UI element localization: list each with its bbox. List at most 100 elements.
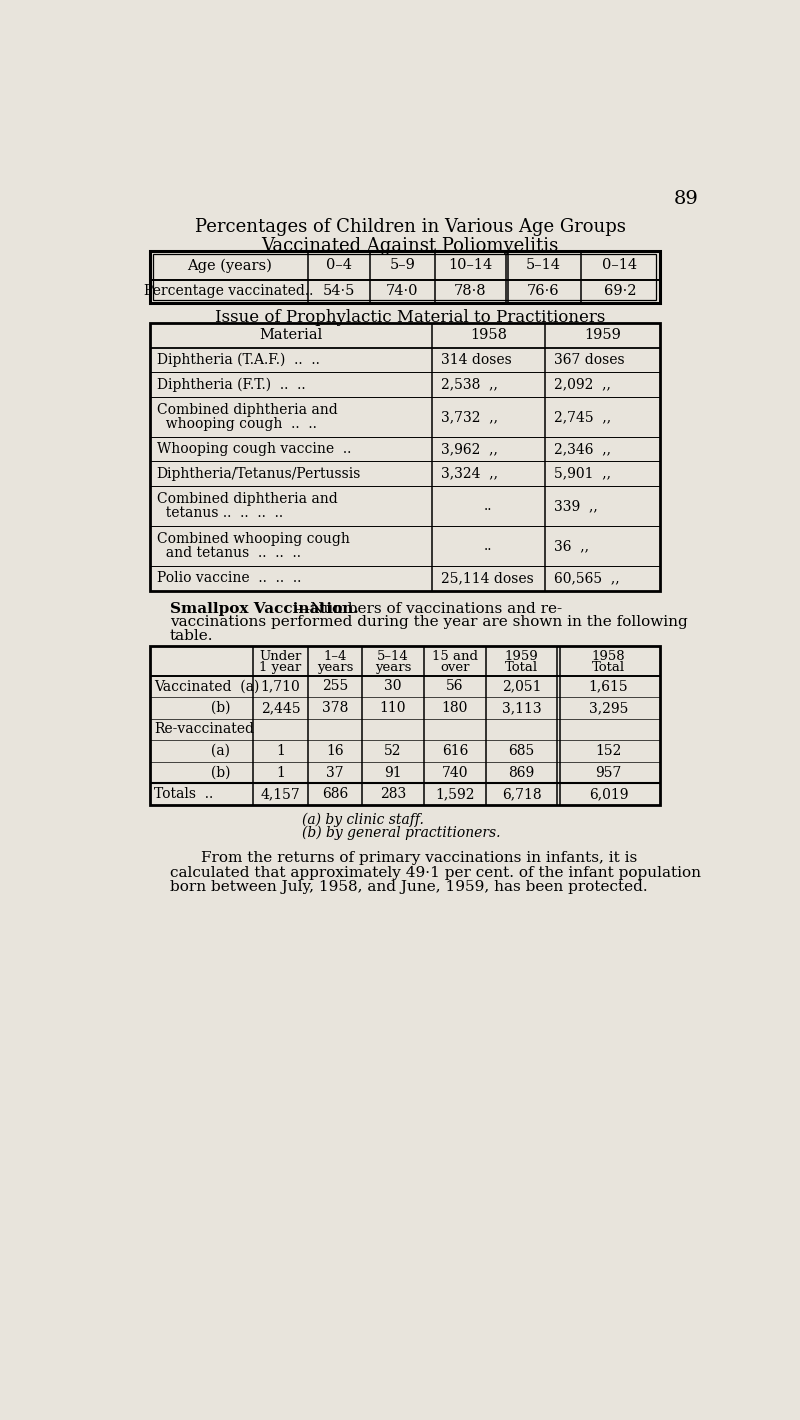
Text: 56: 56 xyxy=(446,679,464,693)
Bar xyxy=(150,251,659,302)
Text: Diphtheria/Tetanus/Pertussis: Diphtheria/Tetanus/Pertussis xyxy=(157,467,361,481)
Text: 91: 91 xyxy=(384,765,402,780)
Text: 76·6: 76·6 xyxy=(527,284,560,298)
Text: 1958: 1958 xyxy=(470,328,506,342)
Text: 378: 378 xyxy=(322,701,348,714)
Text: (b): (b) xyxy=(154,765,230,780)
Text: Percentages of Children in Various Age Groups: Percentages of Children in Various Age G… xyxy=(194,219,626,236)
Text: 3,324  ,,: 3,324 ,, xyxy=(441,467,498,481)
Text: 616: 616 xyxy=(442,744,468,758)
Text: 89: 89 xyxy=(674,190,698,207)
Text: 1959: 1959 xyxy=(505,650,538,663)
Text: 5–9: 5–9 xyxy=(390,258,415,273)
Text: calculated that approximately 49·1 per cent. of the infant population: calculated that approximately 49·1 per c… xyxy=(170,866,701,880)
Text: ..: .. xyxy=(484,498,493,513)
Text: Vaccinated  (a): Vaccinated (a) xyxy=(154,679,260,693)
Text: and tetanus  ..  ..  ..: and tetanus .. .. .. xyxy=(157,547,301,559)
Text: 78·8: 78·8 xyxy=(454,284,486,298)
Text: table.: table. xyxy=(170,629,214,643)
Text: Total: Total xyxy=(505,660,538,673)
Text: 957: 957 xyxy=(595,765,622,780)
Text: Diphtheria (T.A.F.)  ..  ..: Diphtheria (T.A.F.) .. .. xyxy=(157,352,319,366)
Text: tetanus ..  ..  ..  ..: tetanus .. .. .. .. xyxy=(157,506,282,520)
Text: Issue of Prophylactic Material to Practitioners: Issue of Prophylactic Material to Practi… xyxy=(215,310,605,327)
Text: 54·5: 54·5 xyxy=(322,284,355,298)
Text: 1,710: 1,710 xyxy=(261,679,301,693)
Text: (b) by general practitioners.: (b) by general practitioners. xyxy=(302,825,500,841)
Text: 367 doses: 367 doses xyxy=(554,352,625,366)
Text: 3,295: 3,295 xyxy=(589,701,628,714)
Text: Combined whooping cough: Combined whooping cough xyxy=(157,532,350,547)
Text: 52: 52 xyxy=(384,744,402,758)
Text: 4,157: 4,157 xyxy=(261,787,301,801)
Text: 6,718: 6,718 xyxy=(502,787,542,801)
Text: 5,901  ,,: 5,901 ,, xyxy=(554,467,611,481)
Text: Polio vaccine  ..  ..  ..: Polio vaccine .. .. .. xyxy=(157,571,301,585)
Text: 36  ,,: 36 ,, xyxy=(554,540,589,554)
Text: 1 year: 1 year xyxy=(259,660,302,673)
Text: 30: 30 xyxy=(384,679,402,693)
Text: 339  ,,: 339 ,, xyxy=(554,498,598,513)
Text: 1,592: 1,592 xyxy=(435,787,474,801)
Text: whooping cough  ..  ..: whooping cough .. .. xyxy=(157,416,317,430)
Text: —Numbers of vaccinations and re-: —Numbers of vaccinations and re- xyxy=(295,602,562,616)
Text: 5–14: 5–14 xyxy=(526,258,561,273)
Text: 0–14: 0–14 xyxy=(602,258,638,273)
Text: 0–4: 0–4 xyxy=(326,258,352,273)
Text: Totals  ..: Totals .. xyxy=(154,787,214,801)
Text: Re-vaccinated: Re-vaccinated xyxy=(154,723,254,737)
Text: 869: 869 xyxy=(509,765,534,780)
Text: ..: .. xyxy=(484,540,493,554)
Text: From the returns of primary vaccinations in infants, it is: From the returns of primary vaccinations… xyxy=(201,851,637,865)
Text: 686: 686 xyxy=(322,787,348,801)
Text: Diphtheria (F.T.)  ..  ..: Diphtheria (F.T.) .. .. xyxy=(157,378,306,392)
Text: Combined diphtheria and: Combined diphtheria and xyxy=(157,493,338,506)
Text: Percentage vaccinated..: Percentage vaccinated.. xyxy=(144,284,314,298)
Text: 74·0: 74·0 xyxy=(386,284,418,298)
Text: 2,346  ,,: 2,346 ,, xyxy=(554,442,611,456)
Text: (a) by clinic staff.: (a) by clinic staff. xyxy=(302,812,423,826)
Text: 1–4: 1–4 xyxy=(323,650,346,663)
Text: 37: 37 xyxy=(326,765,344,780)
Text: Smallpox Vaccination.: Smallpox Vaccination. xyxy=(170,602,358,616)
Text: 1: 1 xyxy=(276,765,285,780)
Text: Vaccinated Against Poliomyelitis: Vaccinated Against Poliomyelitis xyxy=(262,237,558,254)
Text: 5–14: 5–14 xyxy=(377,650,409,663)
Text: 16: 16 xyxy=(326,744,344,758)
Bar xyxy=(150,646,659,805)
Text: (b): (b) xyxy=(154,701,230,714)
Text: 110: 110 xyxy=(380,701,406,714)
Text: 2,745  ,,: 2,745 ,, xyxy=(554,410,611,423)
Text: 255: 255 xyxy=(322,679,348,693)
Text: 2,092  ,,: 2,092 ,, xyxy=(554,378,611,392)
Text: 740: 740 xyxy=(442,765,468,780)
Text: 1,615: 1,615 xyxy=(589,679,628,693)
Text: 3,732  ,,: 3,732 ,, xyxy=(441,410,498,423)
Text: 685: 685 xyxy=(509,744,534,758)
Text: 60,565  ,,: 60,565 ,, xyxy=(554,571,620,585)
Text: 6,019: 6,019 xyxy=(589,787,628,801)
Text: 152: 152 xyxy=(595,744,622,758)
Text: Under: Under xyxy=(259,650,302,663)
Text: 314 doses: 314 doses xyxy=(441,352,512,366)
Text: 25,114 doses: 25,114 doses xyxy=(441,571,534,585)
Text: 1959: 1959 xyxy=(584,328,621,342)
Text: 69·2: 69·2 xyxy=(604,284,636,298)
Bar xyxy=(154,254,657,300)
Text: 180: 180 xyxy=(442,701,468,714)
Text: 3,962  ,,: 3,962 ,, xyxy=(441,442,498,456)
Text: years: years xyxy=(374,660,411,673)
Bar xyxy=(150,322,659,591)
Text: Whooping cough vaccine  ..: Whooping cough vaccine .. xyxy=(157,442,351,456)
Text: 1: 1 xyxy=(276,744,285,758)
Text: 15 and: 15 and xyxy=(432,650,478,663)
Text: Total: Total xyxy=(592,660,625,673)
Text: 2,445: 2,445 xyxy=(261,701,300,714)
Text: 1958: 1958 xyxy=(591,650,626,663)
Text: 10–14: 10–14 xyxy=(448,258,493,273)
Text: over: over xyxy=(440,660,470,673)
Text: born between July, 1958, and June, 1959, has been protected.: born between July, 1958, and June, 1959,… xyxy=(170,880,647,895)
Text: Combined diphtheria and: Combined diphtheria and xyxy=(157,403,338,417)
Text: (a): (a) xyxy=(154,744,230,758)
Text: Age (years): Age (years) xyxy=(186,258,271,273)
